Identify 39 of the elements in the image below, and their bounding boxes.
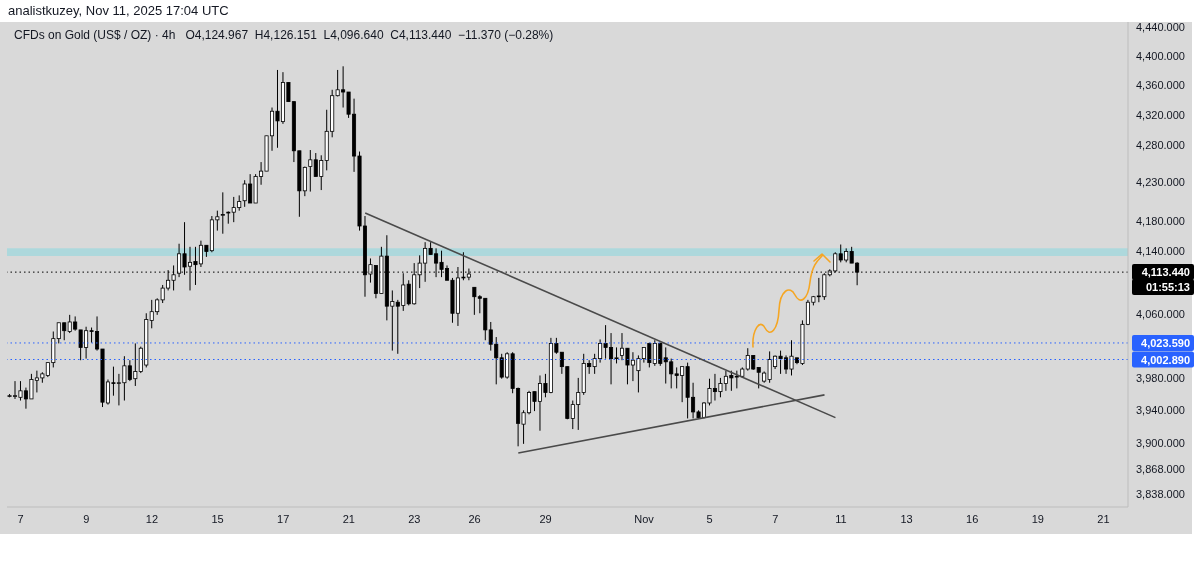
y-tick-label: 4,280.000 [1136, 138, 1185, 151]
y-tick-label: 3,940.000 [1136, 404, 1185, 417]
y-tick-label: 3,980.000 [1136, 371, 1185, 384]
x-tick-label: 7 [17, 512, 24, 525]
y-tick-label: 3,900.000 [1136, 436, 1185, 449]
ref-line-label: 4,023.590 [1141, 336, 1190, 349]
y-tick-label: 4,180.000 [1136, 214, 1185, 227]
x-tick-label: 19 [1031, 512, 1044, 525]
x-tick-label: Nov [634, 512, 655, 525]
y-tick-label: 4,140.000 [1136, 245, 1185, 258]
text: CFDs on Gold (US$ / OZ) · 4h [14, 28, 176, 42]
x-tick-label: 16 [966, 512, 979, 525]
text: O4,124.967 H4,126.151 L4,096.640 C4,113.440 −11.370 (−0.28%) [185, 28, 554, 42]
x-tick-label: 26 [468, 512, 481, 525]
text: analistkuzey, Nov 11, 2025 17:04 UTC [8, 3, 229, 18]
y-tick-label: 4,320.000 [1136, 108, 1185, 121]
x-tick-label: 29 [539, 512, 552, 525]
y-tick-label: 4,360.000 [1136, 79, 1185, 92]
x-tick-label: 12 [145, 512, 159, 525]
x-tick-label: 11 [835, 512, 847, 525]
x-tick-label: 23 [408, 512, 421, 525]
ref-line-label: 4,113.440 [1141, 266, 1190, 279]
x-tick-label: 7 [772, 512, 779, 525]
y-tick-label: 3,838.000 [1136, 488, 1185, 501]
y-tick-label: 4,230.000 [1136, 176, 1185, 189]
ref-line-label: 4,002.890 [1141, 353, 1190, 366]
x-tick-label: 13 [900, 512, 913, 525]
x-tick-label: 17 [277, 512, 290, 525]
x-tick-label: 15 [211, 512, 224, 525]
x-tick-label: 5 [706, 512, 713, 525]
text: 01:55:13 [1145, 281, 1190, 294]
x-tick-label: 21 [1097, 512, 1110, 525]
y-tick-label: 4,060.000 [1136, 307, 1185, 320]
y-tick-label: 3,868.000 [1136, 463, 1185, 476]
x-tick-label: 9 [83, 512, 90, 525]
y-tick-label: 4,440.000 [1136, 20, 1185, 33]
x-tick-label: 21 [342, 512, 355, 525]
candlestick [220, 191, 225, 235]
y-tick-label: 4,400.000 [1136, 49, 1185, 62]
